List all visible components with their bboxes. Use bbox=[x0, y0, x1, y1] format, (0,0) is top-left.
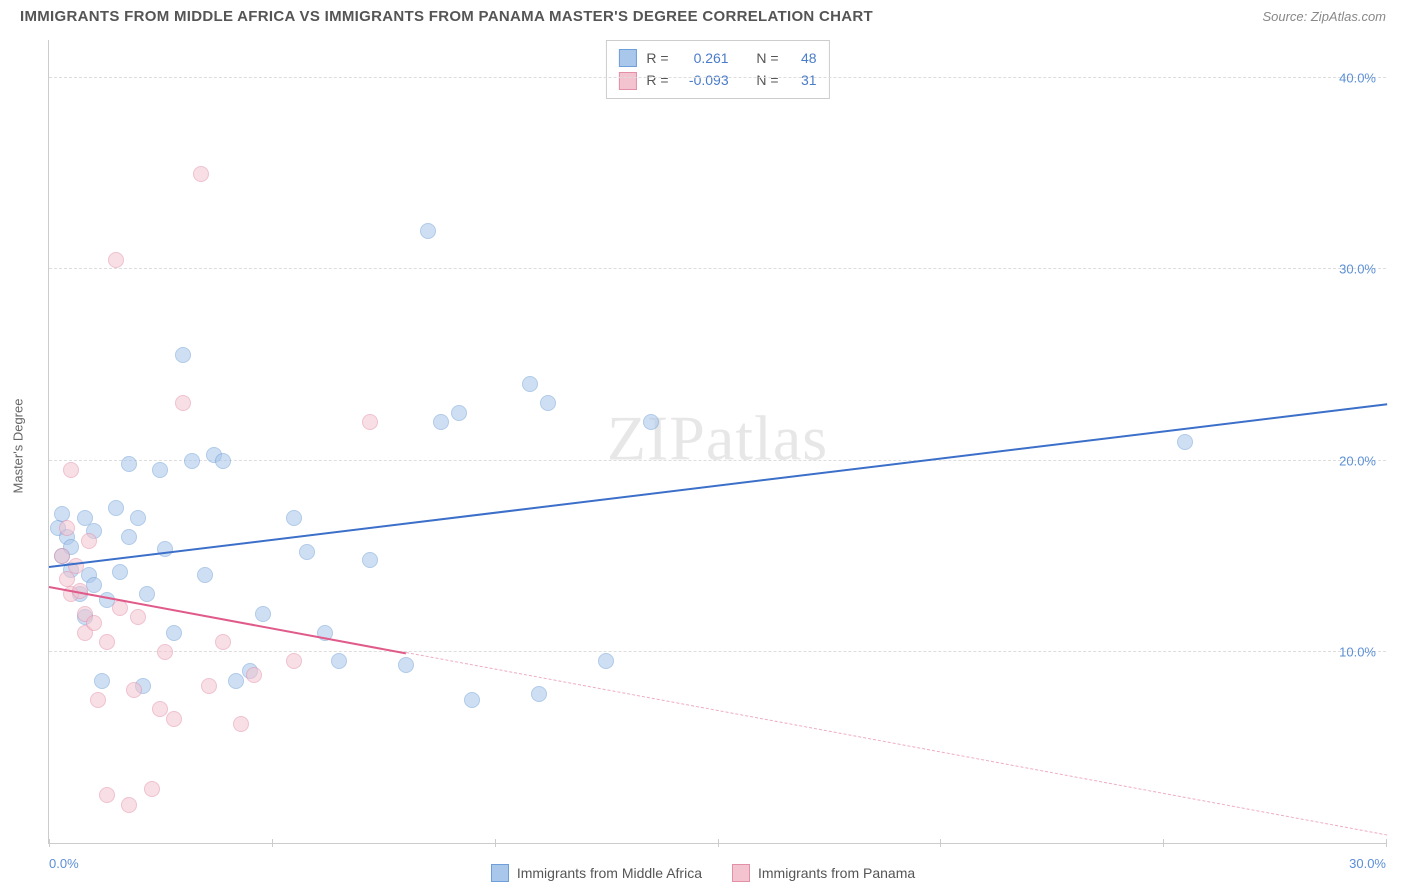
data-point bbox=[81, 533, 97, 549]
gridline bbox=[49, 77, 1386, 78]
legend-swatch bbox=[618, 72, 636, 90]
data-point bbox=[130, 609, 146, 625]
gridline bbox=[49, 268, 1386, 269]
data-point bbox=[126, 682, 142, 698]
correlation-stats-box: R = 0.261 N = 48 R = -0.093 N = 31 bbox=[605, 40, 829, 99]
y-tick-label: 20.0% bbox=[1339, 453, 1376, 468]
data-point bbox=[99, 634, 115, 650]
y-tick-label: 40.0% bbox=[1339, 71, 1376, 86]
data-point bbox=[233, 716, 249, 732]
stats-row: R = -0.093 N = 31 bbox=[618, 69, 816, 91]
data-point bbox=[94, 673, 110, 689]
data-point bbox=[331, 653, 347, 669]
plot-region: ZIPatlas R = 0.261 N = 48 R = -0.093 N = 31 1… bbox=[48, 40, 1386, 844]
data-point bbox=[108, 500, 124, 516]
data-point bbox=[175, 395, 191, 411]
data-point bbox=[540, 395, 556, 411]
watermark-text: ZIPatlas bbox=[607, 401, 828, 475]
data-point bbox=[59, 520, 75, 536]
data-point bbox=[522, 376, 538, 392]
data-point bbox=[175, 347, 191, 363]
header: IMMIGRANTS FROM MIDDLE AFRICA VS IMMIGRA… bbox=[0, 0, 1406, 29]
legend-item: Immigrants from Middle Africa bbox=[491, 864, 702, 882]
r-value: -0.093 bbox=[679, 69, 729, 91]
data-point bbox=[286, 653, 302, 669]
data-point bbox=[130, 510, 146, 526]
data-point bbox=[255, 606, 271, 622]
data-point bbox=[112, 564, 128, 580]
data-point bbox=[139, 586, 155, 602]
legend-item: Immigrants from Panama bbox=[732, 864, 915, 882]
data-point bbox=[299, 544, 315, 560]
page-title: IMMIGRANTS FROM MIDDLE AFRICA VS IMMIGRA… bbox=[20, 8, 873, 25]
x-tick bbox=[49, 839, 50, 847]
r-label: R = bbox=[646, 69, 668, 91]
gridline bbox=[49, 651, 1386, 652]
data-point bbox=[362, 414, 378, 430]
x-tick bbox=[1163, 839, 1164, 847]
data-point bbox=[215, 634, 231, 650]
y-tick-label: 30.0% bbox=[1339, 262, 1376, 277]
data-point bbox=[166, 711, 182, 727]
x-tick bbox=[495, 839, 496, 847]
legend-bottom: Immigrants from Middle Africa Immigrants … bbox=[0, 864, 1406, 882]
data-point bbox=[166, 625, 182, 641]
x-tick bbox=[1386, 839, 1387, 847]
data-point bbox=[108, 252, 124, 268]
n-label: N = bbox=[756, 47, 778, 69]
data-point bbox=[433, 414, 449, 430]
legend-label: Immigrants from Middle Africa bbox=[517, 865, 702, 881]
x-tick bbox=[272, 839, 273, 847]
trend-line bbox=[406, 652, 1387, 835]
data-point bbox=[68, 558, 84, 574]
r-label: R = bbox=[646, 47, 668, 69]
data-point bbox=[201, 678, 217, 694]
legend-swatch bbox=[732, 864, 750, 882]
data-point bbox=[531, 686, 547, 702]
n-label: N = bbox=[756, 69, 778, 91]
data-point bbox=[420, 223, 436, 239]
data-point bbox=[197, 567, 213, 583]
data-point bbox=[1177, 434, 1193, 450]
data-point bbox=[157, 644, 173, 660]
data-point bbox=[286, 510, 302, 526]
data-point bbox=[215, 453, 231, 469]
data-point bbox=[152, 462, 168, 478]
legend-swatch bbox=[491, 864, 509, 882]
n-value: 48 bbox=[789, 47, 817, 69]
y-tick-label: 10.0% bbox=[1339, 644, 1376, 659]
y-axis-label: Master's Degree bbox=[11, 399, 26, 494]
data-point bbox=[144, 781, 160, 797]
data-point bbox=[398, 657, 414, 673]
data-point bbox=[99, 787, 115, 803]
trend-line bbox=[49, 404, 1387, 569]
source-label: Source: ZipAtlas.com bbox=[1262, 9, 1386, 24]
data-point bbox=[598, 653, 614, 669]
legend-label: Immigrants from Panama bbox=[758, 865, 915, 881]
data-point bbox=[643, 414, 659, 430]
data-point bbox=[184, 453, 200, 469]
data-point bbox=[464, 692, 480, 708]
data-point bbox=[63, 462, 79, 478]
x-tick bbox=[718, 839, 719, 847]
data-point bbox=[193, 166, 209, 182]
gridline bbox=[49, 460, 1386, 461]
chart-area: ZIPatlas R = 0.261 N = 48 R = -0.093 N = 31 1… bbox=[48, 40, 1386, 844]
stats-row: R = 0.261 N = 48 bbox=[618, 47, 816, 69]
data-point bbox=[121, 797, 137, 813]
data-point bbox=[59, 571, 75, 587]
data-point bbox=[362, 552, 378, 568]
data-point bbox=[121, 456, 137, 472]
data-point bbox=[121, 529, 137, 545]
r-value: 0.261 bbox=[679, 47, 729, 69]
x-tick bbox=[940, 839, 941, 847]
data-point bbox=[86, 615, 102, 631]
data-point bbox=[90, 692, 106, 708]
data-point bbox=[451, 405, 467, 421]
legend-swatch bbox=[618, 49, 636, 67]
n-value: 31 bbox=[789, 69, 817, 91]
data-point bbox=[246, 667, 262, 683]
